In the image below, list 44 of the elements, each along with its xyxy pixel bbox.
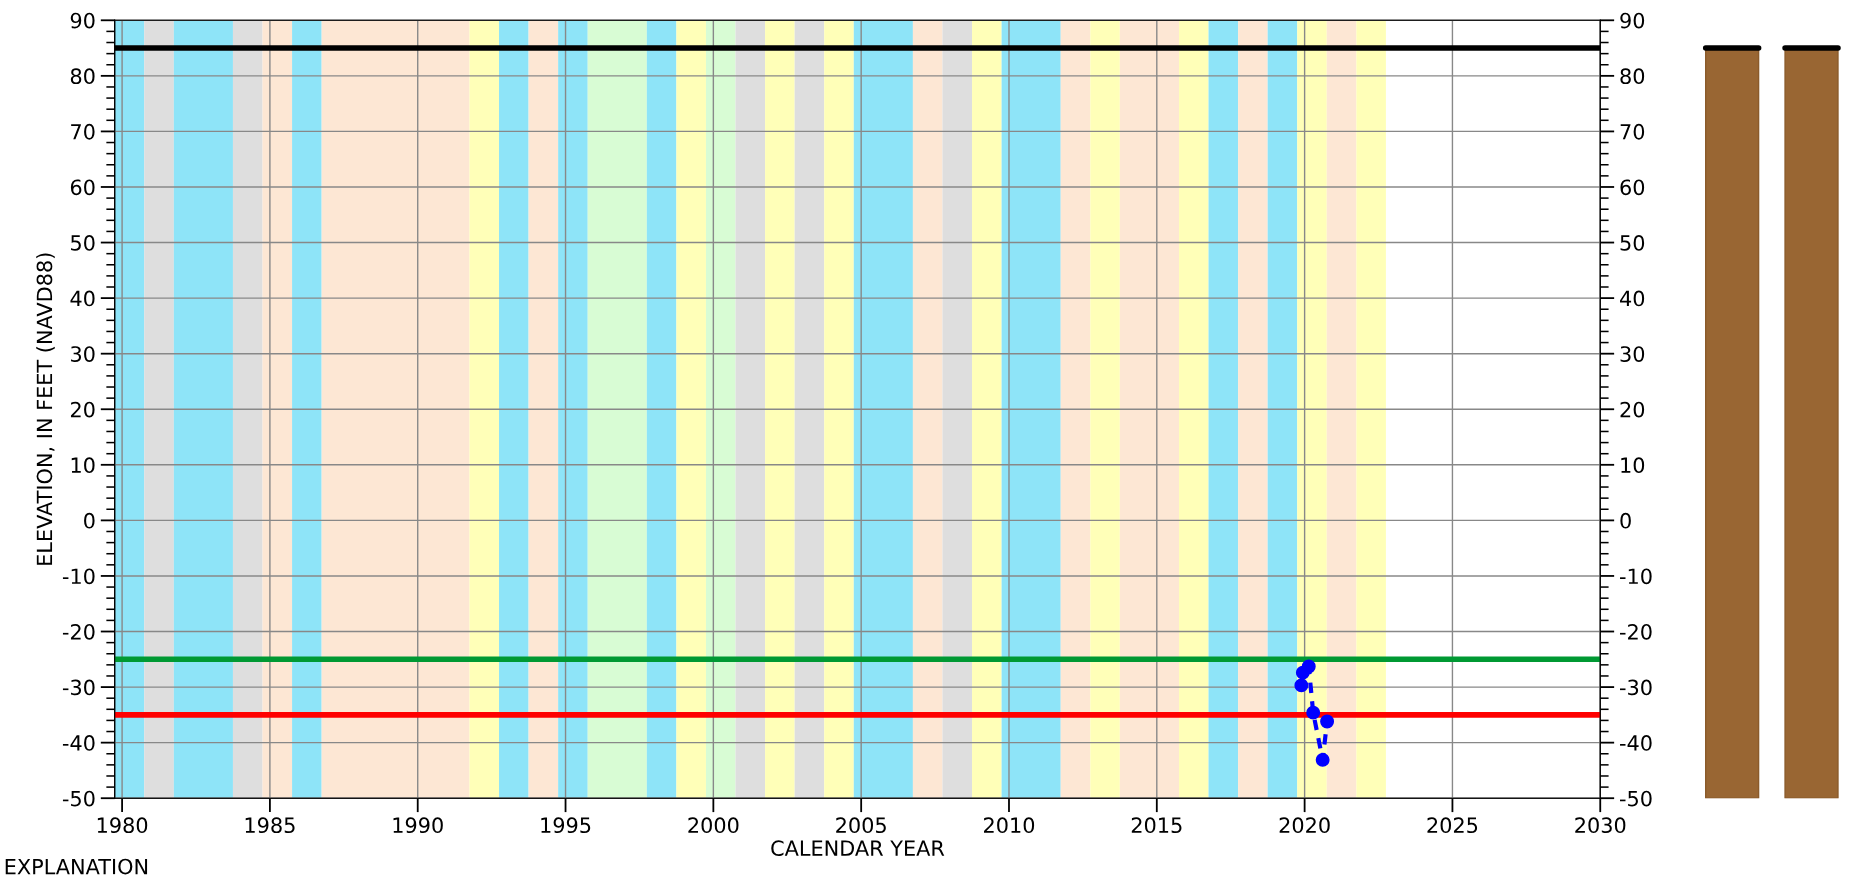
y-tick-label: 30 <box>71 346 95 362</box>
y2-tick-label: 0 <box>1620 512 1631 529</box>
y2-tick-label: -50 <box>1620 790 1652 807</box>
x-tick-label: 2015 <box>1131 817 1182 834</box>
y2-tick-label: 60 <box>1620 179 1645 196</box>
y-tick-label: -10 <box>62 568 95 585</box>
x-axis-title: CALENDAR YEAR <box>771 840 945 857</box>
y2-tick-label: 50 <box>1620 235 1645 251</box>
y-tick-label: 70 <box>71 123 95 140</box>
y-tick-label: -30 <box>62 679 95 696</box>
y2-tick-label: 70 <box>1620 123 1645 140</box>
y-tick-label: 20 <box>70 401 95 418</box>
y-tick-label: 80 <box>70 68 95 85</box>
y2-tick-label: 90 <box>1620 12 1645 29</box>
y-tick-label: 50 <box>71 235 95 251</box>
y2-tick-label: -10 <box>1620 568 1652 585</box>
y-tick-label: -40 <box>62 735 95 751</box>
y-tick-label: 0 <box>84 512 95 529</box>
y-tick-label: 90 <box>70 12 95 29</box>
y-tick-label: 60 <box>70 179 95 196</box>
y2-tick-label: -20 <box>1620 623 1652 640</box>
y-tick-label: -20 <box>62 623 95 640</box>
y2-tick-label: 80 <box>1620 68 1645 85</box>
x-tick-label: 1985 <box>245 817 295 834</box>
y2-tick-label: 40 <box>1620 290 1645 307</box>
x-tick-label: 2030 <box>1575 817 1626 834</box>
x-tick-label: 2010 <box>984 817 1035 834</box>
y-tick-label: -50 <box>62 790 95 807</box>
x-tick-label: 1980 <box>97 817 148 834</box>
y2-tick-label: -40 <box>1620 735 1652 751</box>
y2-tick-label: 30 <box>1620 346 1645 362</box>
x-tick-label: 2020 <box>1279 817 1330 834</box>
y2-tick-label: 10 <box>1621 457 1645 474</box>
x-tick-label: 1995 <box>541 817 591 834</box>
x-tick-label: 2000 <box>688 817 739 834</box>
y-tick-label: 10 <box>71 457 95 474</box>
y2-tick-label: 20 <box>1620 401 1645 418</box>
y-axis-title: ELEVATION, IN FEET (NAVD88) <box>36 253 55 565</box>
x-tick-label: 1990 <box>393 817 443 834</box>
text: EXPLANATION <box>5 858 148 875</box>
y-tick-label: 40 <box>70 290 95 307</box>
y2-tick-label: -30 <box>1620 679 1652 696</box>
x-tick-label: 2005 <box>836 817 886 834</box>
x-tick-label: 2025 <box>1427 817 1478 834</box>
